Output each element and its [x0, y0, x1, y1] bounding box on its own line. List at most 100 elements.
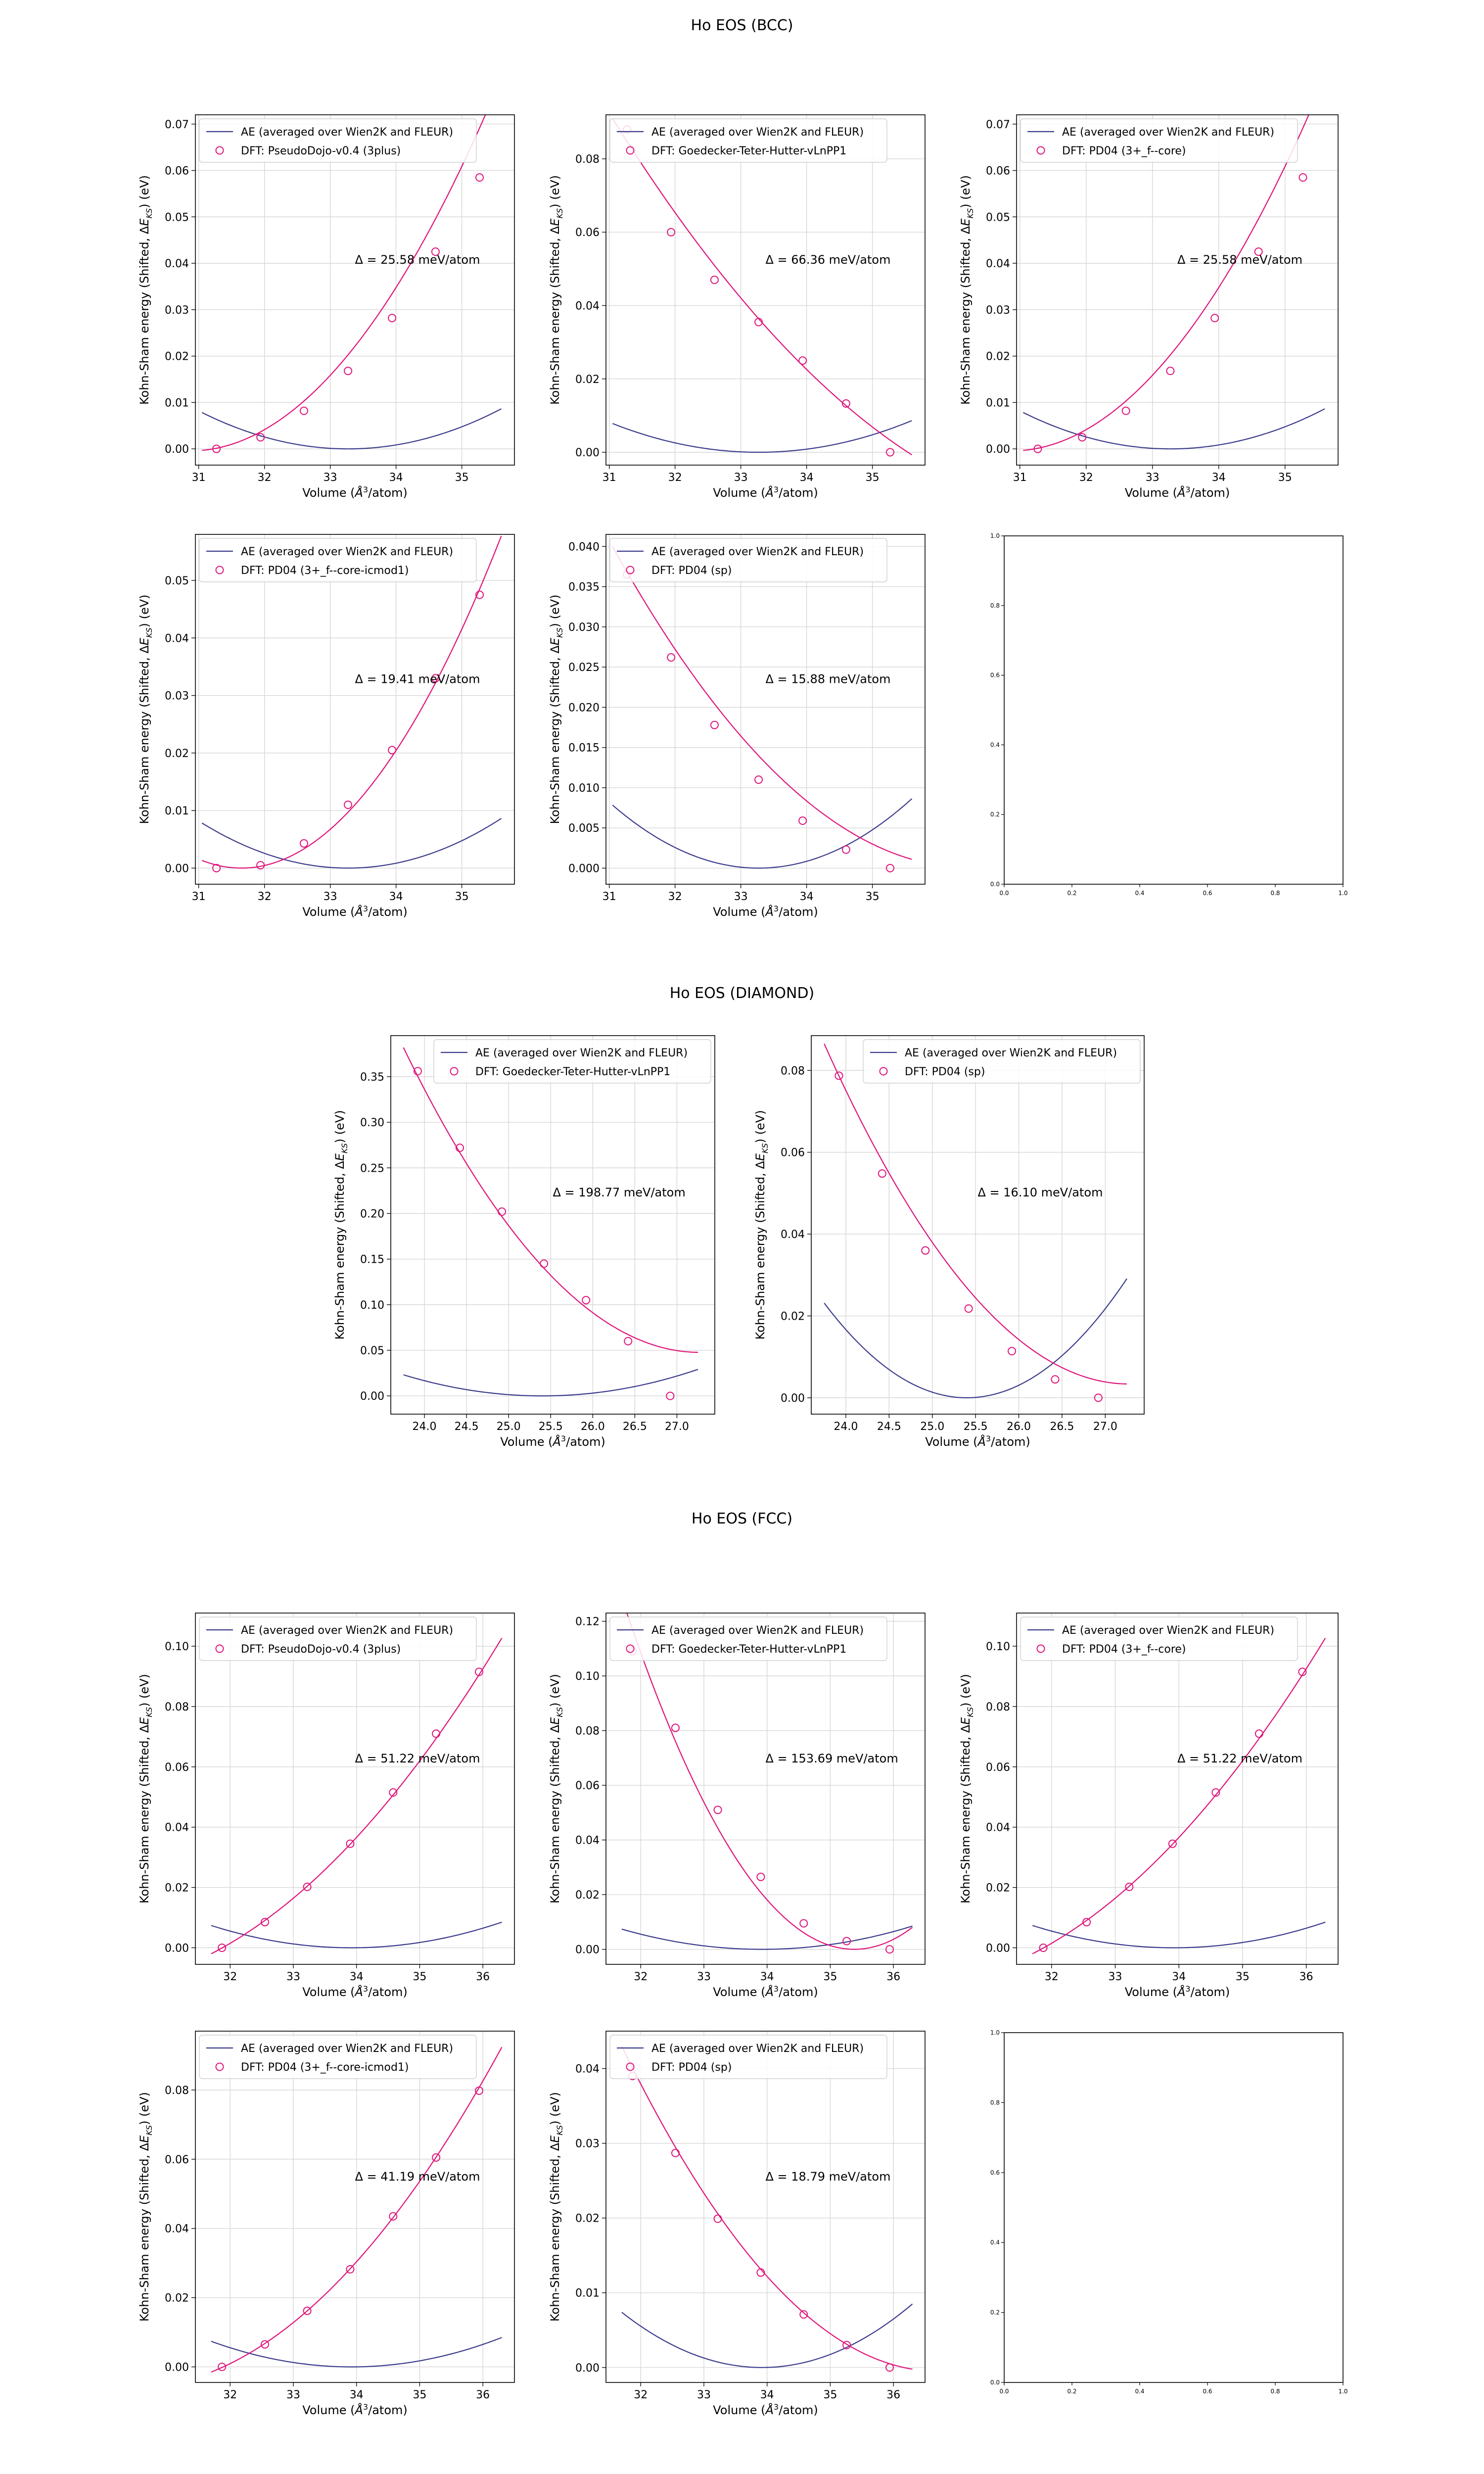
legend-dft-label: DFT: PD04 (3+_f--core-icmod1) — [241, 2061, 409, 2074]
dft-data-point — [256, 433, 265, 442]
x-tick-label: 34 — [350, 1971, 364, 1983]
dft-data-point — [431, 247, 440, 256]
legend-ae-label: AE (averaged over Wien2K and FLEUR) — [905, 1047, 1117, 1059]
x-tick-label: 35 — [1278, 472, 1292, 484]
axes-frame — [195, 2031, 515, 2383]
dft-data-point — [256, 861, 265, 870]
y-tick-label: 0.08 — [986, 1701, 1010, 1713]
legend-dft-label: DFT: PD04 (3+_f--core) — [1062, 145, 1186, 157]
y-tick-label: 0.035 — [568, 581, 600, 594]
dft-data-point — [388, 746, 397, 755]
x-tick-label: 35 — [455, 891, 469, 903]
y-tick-label: 0.02 — [575, 1889, 600, 1902]
dft-fit-line — [621, 2046, 913, 2370]
dft-fit-line — [403, 1047, 698, 1353]
x-tick-label: 25.5 — [539, 1421, 563, 1433]
ae-series-line — [403, 1369, 698, 1397]
dft-fit-line — [1023, 115, 1309, 451]
delta-annotation: Δ = 198.77 meV/atom — [553, 1186, 686, 1199]
dft-fit-line — [612, 546, 912, 860]
x-tick-label: 24.5 — [877, 1421, 901, 1433]
axes-frame — [811, 1035, 1145, 1415]
x-tick-label: 0.0 — [999, 2388, 1009, 2395]
legend-ae-label: AE (averaged over Wien2K and FLEUR) — [1062, 126, 1274, 139]
chart-panel-6: 0.0 0.0 0.2 0.2 0.4 0.4 0.6 0.6 0.8 0.8 1.0 1.0 — [990, 532, 1348, 897]
chart-panel-3: 31 32 33 34 35 0.00 0.01 0.02 0.03 0.04 0.05 0.06 0.… — [959, 114, 1339, 500]
dft-data-point — [885, 1945, 894, 1954]
dft-data-point — [1082, 1918, 1091, 1927]
x-tick-label: 36 — [476, 2389, 490, 2401]
y-tick-label: 0.000 — [568, 862, 600, 875]
x-tick-label: 33 — [697, 2389, 711, 2401]
x-tick-label: 33 — [286, 2389, 300, 2401]
x-tick-label: 34 — [800, 472, 814, 484]
dft-fit-line — [612, 118, 913, 456]
legend-ae-label: AE (averaged over Wien2K and FLEUR) — [475, 1047, 688, 1059]
delta-annotation: Δ = 25.58 meV/atom — [1177, 253, 1302, 267]
y-tick-label: 0.06 — [165, 165, 189, 178]
x-tick-label: 27.0 — [665, 1421, 689, 1433]
dft-data-point — [475, 590, 484, 599]
y-tick-label: 0.03 — [986, 304, 1010, 317]
y-tick-label: 0.08 — [781, 1065, 805, 1077]
delta-annotation: Δ = 153.69 meV/atom — [766, 1752, 898, 1765]
x-tick-label: 32 — [634, 2389, 648, 2401]
x-axis-label: Volume (Å3/atom) — [500, 1434, 605, 1449]
axes-frame — [1016, 114, 1339, 466]
y-tick-label: 0.08 — [165, 1701, 189, 1713]
chart-panel-2: 31 32 33 34 35 0.00 0.02 0.04 0.06 0.08 AE (averag… — [548, 114, 926, 500]
y-axis-label: Kohn-Sham energy (Shifted, ΔEKS) (eV) — [548, 594, 564, 824]
y-tick-label: 0.01 — [575, 2287, 600, 2300]
y-axis-label: Kohn-Sham energy (Shifted, ΔEKS) (eV) — [753, 1110, 770, 1339]
y-tick-label: 0.04 — [165, 2223, 189, 2236]
x-axis-label: Volume (Å3/atom) — [1125, 1984, 1230, 1999]
y-tick-label: 0.08 — [575, 1725, 600, 1738]
y-tick-label: 0.00 — [165, 443, 189, 456]
x-tick-label: 0.6 — [1203, 890, 1212, 897]
empty-axes-frame — [1004, 2032, 1344, 2383]
y-tick-label: 0.25 — [360, 1162, 384, 1175]
y-tick-label: 0.4 — [990, 2239, 1000, 2246]
y-tick-label: 0.12 — [575, 1616, 600, 1628]
x-tick-label: 33 — [734, 891, 748, 903]
x-tick-label: 35 — [823, 1971, 837, 1983]
dft-data-point — [710, 720, 719, 729]
x-tick-label: 36 — [476, 1971, 490, 1983]
x-tick-label: 35 — [1236, 1971, 1250, 1983]
y-tick-label: 0.04 — [575, 300, 600, 313]
y-tick-label: 0.04 — [575, 1835, 600, 1847]
x-tick-label: 31 — [1013, 472, 1027, 484]
axes-frame — [195, 1613, 515, 1965]
dft-data-point — [1125, 1882, 1134, 1891]
legend-box — [1020, 1617, 1298, 1661]
y-tick-label: 1.0 — [990, 532, 1000, 539]
dft-data-point — [713, 2214, 722, 2223]
chart-panel-10: 32 33 34 35 36 0.00 0.02 0.04 0.06 0.08 0.10 0.12 AE… — [548, 1613, 926, 1999]
legend-box — [199, 118, 477, 163]
y-tick-label: 0.03 — [575, 2138, 600, 2150]
legend-ae-label: AE (averaged over Wien2K and FLEUR) — [651, 2043, 864, 2055]
legend-dft-label: DFT: PD04 (3+_f--core) — [1062, 1643, 1186, 1656]
y-axis-label: Kohn-Sham energy (Shifted, ΔEKS) (eV) — [548, 1674, 564, 1903]
dft-data-point — [878, 1169, 886, 1178]
y-tick-label: 0.04 — [781, 1229, 805, 1241]
legend-dft-swatch — [626, 1644, 635, 1653]
legend-dft-label: DFT: PD04 (sp) — [651, 565, 732, 577]
delta-annotation: Δ = 41.19 meV/atom — [355, 2170, 480, 2184]
y-tick-label: 1.0 — [990, 2029, 1000, 2036]
x-tick-label: 36 — [1299, 1971, 1313, 1983]
y-tick-label: 0.06 — [575, 227, 600, 239]
dft-data-point — [388, 314, 397, 323]
chart-panel-1: 31 32 33 34 35 0.00 0.01 0.02 0.03 0.04 0.05 0.06 0.… — [138, 114, 515, 500]
y-tick-label: 0.20 — [360, 1208, 384, 1220]
legend-dft-swatch — [626, 2062, 635, 2071]
dft-data-point — [798, 356, 807, 365]
y-tick-label: 0.02 — [165, 351, 189, 363]
y-tick-label: 0.0 — [990, 881, 1000, 888]
y-tick-label: 0.04 — [986, 258, 1010, 270]
dft-data-point — [498, 1207, 507, 1216]
x-axis-label: Volume (Å3/atom) — [302, 1984, 408, 1999]
x-tick-label: 0.6 — [1203, 2388, 1212, 2395]
y-tick-label: 0.06 — [781, 1147, 805, 1159]
legend-dft-label: DFT: PD04 (sp) — [651, 2061, 732, 2074]
